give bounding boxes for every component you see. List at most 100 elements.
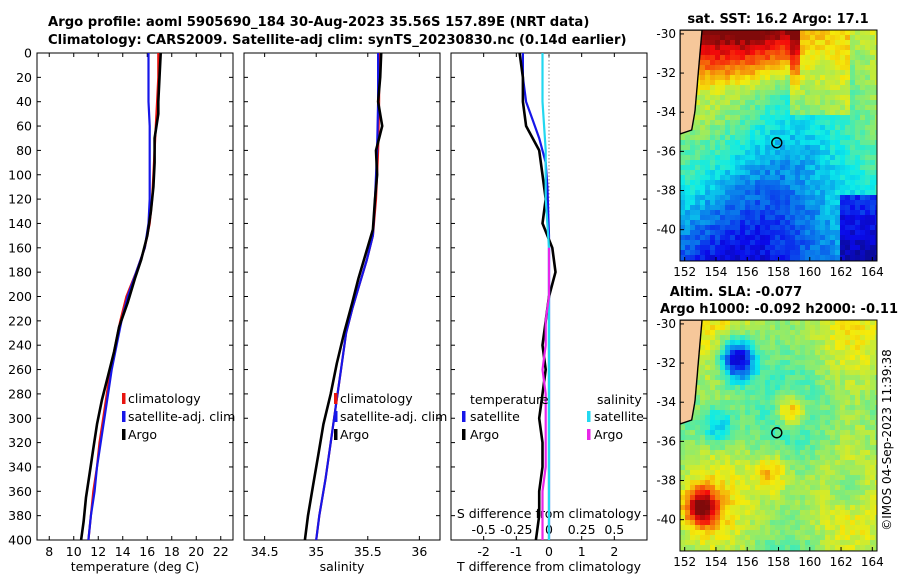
sla-map-cell	[800, 480, 806, 486]
sla-map-cell	[810, 320, 816, 326]
sla-map-cell	[840, 330, 846, 336]
sst-map-cell	[735, 250, 741, 256]
sla-map-cell	[865, 515, 871, 521]
sla-map-cell	[790, 400, 796, 406]
sst-map-cell	[840, 45, 846, 51]
sla-map-cell	[715, 435, 721, 441]
sst-map-cell	[860, 245, 866, 251]
sla-map-cell	[875, 445, 877, 451]
sst-map-cell	[715, 235, 721, 241]
sla-map-cell	[710, 515, 716, 521]
sst-map-cell	[695, 230, 701, 236]
sst-map-cell	[750, 50, 756, 56]
sst-map-cell	[865, 125, 871, 131]
sst-map-cell	[740, 95, 746, 101]
sla-map-cell	[810, 450, 816, 456]
sla-map-cell	[740, 325, 746, 331]
sla-map-cell	[820, 375, 826, 381]
sla-map-cell	[755, 530, 761, 536]
sst-map-cell	[820, 165, 826, 171]
sst-map-cell	[765, 250, 771, 256]
sla-map-cell	[845, 540, 851, 546]
sla-map-cell	[820, 395, 826, 401]
sla-map-cell	[745, 430, 751, 436]
sst-map-cell	[840, 180, 846, 186]
sst-map-cell	[730, 60, 736, 66]
sla-map-cell	[790, 420, 796, 426]
sst-map-cell	[825, 30, 831, 36]
sst-map-cell	[830, 185, 836, 191]
sst-map-cell	[805, 105, 811, 111]
sla-map-cell	[865, 410, 871, 416]
sst-map-cell	[780, 230, 786, 236]
sst-map-cell	[705, 185, 711, 191]
sst-map-cell	[780, 85, 786, 91]
sst-map-cell	[780, 160, 786, 166]
sla-map-cell	[680, 540, 686, 546]
sla-map-cell	[760, 380, 766, 386]
sst-map-cell	[730, 75, 736, 81]
sla-map-cell	[715, 500, 721, 506]
sst-map-cell	[790, 90, 796, 96]
sst-map-cell	[795, 220, 801, 226]
sst-map-cell	[865, 200, 871, 206]
sla-map-cell	[720, 395, 726, 401]
sla-map-cell	[750, 525, 756, 531]
sst-map-cell	[860, 195, 866, 201]
sst-map-cell	[715, 155, 721, 161]
sla-map-cell	[785, 515, 791, 521]
sla-map-cell	[725, 375, 731, 381]
sla-map-cell	[840, 335, 846, 341]
sst-map-cell	[755, 235, 761, 241]
sla-map-cell	[680, 445, 686, 451]
sst-map-cell	[835, 240, 841, 246]
sst-map-cell	[695, 150, 701, 156]
sst-map-cell	[745, 165, 751, 171]
sla-map-cell	[770, 340, 776, 346]
sst-map-cell	[845, 70, 851, 76]
sla-map-cell	[810, 445, 816, 451]
sla-map-cell	[865, 500, 871, 506]
sla-map-cell	[715, 355, 721, 361]
sst-map-cell	[780, 55, 786, 61]
sla-map-cell	[760, 340, 766, 346]
sla-map-cell	[720, 400, 726, 406]
sst-map-cell	[830, 105, 836, 111]
sla-map-cell	[725, 380, 731, 386]
sla-map-cell	[860, 520, 866, 526]
sst-map-cell	[740, 160, 746, 166]
sla-map-cell	[845, 425, 851, 431]
sla-map-cell	[775, 540, 781, 546]
sla-map-cell	[750, 335, 756, 341]
sla-map-cell	[730, 540, 736, 546]
sla-map-cell	[860, 360, 866, 366]
sst-map-cell	[765, 55, 771, 61]
sst-map-cell	[810, 130, 816, 136]
sst-map-cell	[685, 220, 691, 226]
sst-map-cell	[790, 55, 796, 61]
sst-map-cell	[830, 65, 836, 71]
sst-map-cell	[765, 185, 771, 191]
sst-map-cell	[805, 35, 811, 41]
sst-map-cell	[745, 190, 751, 196]
sla-map-cell	[850, 430, 856, 436]
sla-map-cell	[860, 330, 866, 336]
sst-map-cell	[690, 155, 696, 161]
sst-map-cell	[780, 165, 786, 171]
sst-map-cell	[800, 65, 806, 71]
sla-map-cell	[860, 495, 866, 501]
sla-map-cell	[780, 320, 786, 326]
sla-map-cell	[870, 490, 876, 496]
sla-map-cell	[790, 450, 796, 456]
sst-map-cell	[775, 30, 781, 36]
sst-map-cell	[870, 35, 876, 41]
sst-map-cell	[710, 30, 716, 36]
sst-map-cell	[725, 230, 731, 236]
sst-map-cell	[775, 110, 781, 116]
sla-map-cell	[835, 435, 841, 441]
sst-map-cell	[830, 160, 836, 166]
sla-map-cell	[840, 460, 846, 466]
sst-map-cell	[710, 115, 716, 121]
sla-map-cell	[850, 515, 856, 521]
sla-map-cell	[715, 470, 721, 476]
